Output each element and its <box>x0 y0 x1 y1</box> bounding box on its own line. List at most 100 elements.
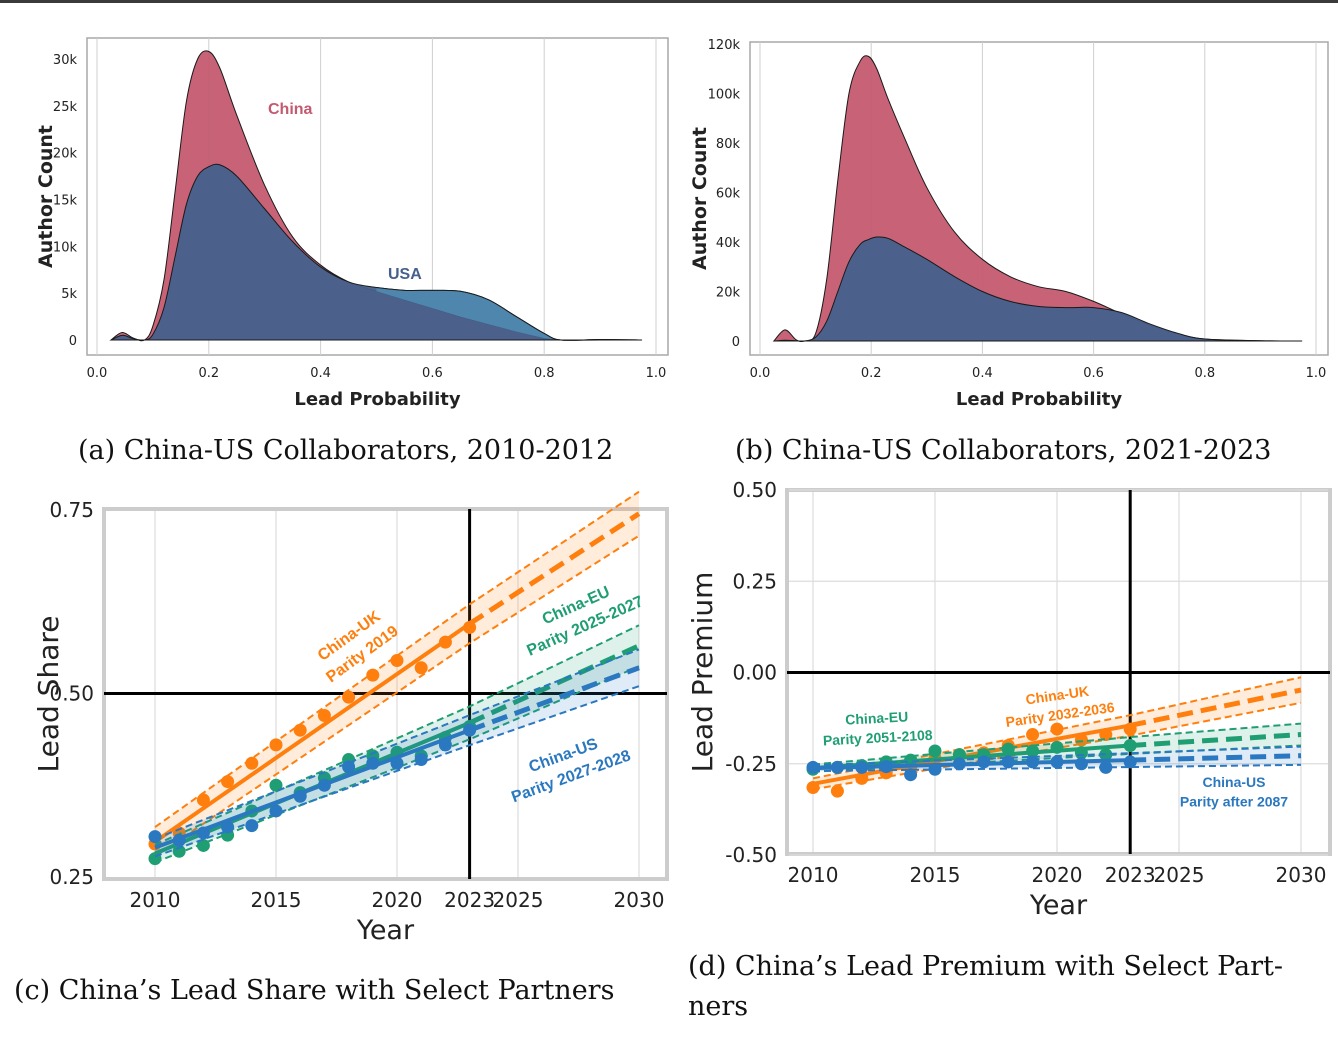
y-axis-label: Author Count <box>689 127 711 270</box>
data-point-china-eu <box>952 748 966 762</box>
ci-upper-china-uk <box>154 490 640 828</box>
data-point-china-eu <box>904 753 918 767</box>
y-tick-label: 20k <box>716 286 741 301</box>
data-point-china-eu <box>269 778 283 792</box>
data-point-china-eu <box>1050 740 1064 754</box>
data-point-china-uk <box>806 780 820 794</box>
data-point-china-us <box>1123 755 1137 769</box>
projection-line-china-uk <box>1129 687 1302 728</box>
data-point-china-uk <box>1099 728 1113 742</box>
x-tick-label: 0.4 <box>972 366 993 381</box>
data-point-china-uk <box>342 690 356 704</box>
data-point-china-us <box>317 778 331 792</box>
y-tick-label: 10k <box>53 240 78 255</box>
y-tick-label: -0.50 <box>725 843 777 867</box>
y-tick-label: 25k <box>53 100 78 115</box>
data-point-china-uk <box>390 653 404 667</box>
x-axis-label: Year <box>1029 890 1088 921</box>
data-point-china-us <box>806 760 820 774</box>
data-point-china-uk <box>317 709 331 723</box>
y-axis-label: Author Count <box>35 125 57 268</box>
annotation-usa: USA <box>388 266 422 283</box>
x-tick-label: 0.6 <box>422 366 443 381</box>
caption-d: (d) China’s Lead Premium with Select Par… <box>688 951 1284 982</box>
data-point-china-us <box>904 768 918 782</box>
data-point-china-us <box>1050 755 1064 769</box>
data-point-china-us <box>342 760 356 774</box>
chart-a: 0.0 0.2 0.4 0.6 0.8 1.0 0 5k 10k 15k 20k 25k 30k Chin… <box>35 37 669 410</box>
data-point-china-us <box>1074 757 1088 771</box>
density-area-usa <box>110 163 643 341</box>
data-point-china-us <box>463 723 477 737</box>
data-point-china-uk <box>221 775 235 789</box>
caption-d-line2: ners <box>688 991 749 1022</box>
data-point-china-uk <box>414 661 428 675</box>
x-axis-label: Lead Probability <box>294 389 460 410</box>
x-tick-label: 2023 <box>444 888 495 912</box>
y-axis-label: Lead Share <box>32 616 65 773</box>
y-tick-label: 80k <box>716 137 741 152</box>
y-tick-label: 40k <box>716 236 741 251</box>
y-tick-label: 0.75 <box>49 498 94 522</box>
ci-lower-china-eu <box>154 665 640 864</box>
ci-lower-china-uk <box>154 534 640 858</box>
y-tick-label: 30k <box>53 53 78 68</box>
plot-frame <box>749 41 1329 356</box>
ci-lower-china-uk <box>812 701 1302 791</box>
density-area-usa-excess <box>376 287 643 341</box>
data-point-china-uk <box>830 784 844 798</box>
x-tick-label: 0.0 <box>750 366 771 381</box>
annotation-china-eu: China-EUParity 2051-2108 <box>822 707 934 748</box>
y-tick-label: -0.25 <box>725 752 777 776</box>
data-point-china-us <box>366 756 380 770</box>
ci-lower-china-us <box>812 763 1302 773</box>
y-tick-label: 5k <box>61 287 77 302</box>
data-point-china-us <box>414 753 428 767</box>
data-point-china-uk <box>855 771 869 785</box>
ci-upper-china-uk <box>812 676 1302 780</box>
data-point-china-eu <box>928 744 942 758</box>
ci-upper-china-eu <box>812 722 1302 766</box>
data-point-china-eu <box>1026 744 1040 758</box>
x-tick-label: 2030 <box>1276 863 1327 887</box>
data-point-china-us <box>977 755 991 769</box>
ci-lower-china-us <box>154 685 640 858</box>
data-point-china-uk <box>1050 722 1064 736</box>
y-axis-label: Lead Premium <box>686 572 719 773</box>
x-tick-label: 2010 <box>130 888 181 912</box>
data-point-china-us <box>952 757 966 771</box>
x-tick-label: 2010 <box>788 863 839 887</box>
data-point-china-us <box>1026 755 1040 769</box>
projection-line-china-us <box>468 665 640 733</box>
annotation-china-us: China-US Parity after 2087 <box>1180 774 1288 810</box>
annotation-china: China <box>268 101 313 118</box>
x-tick-label: 0.6 <box>1083 366 1104 381</box>
data-point-china-us <box>245 819 259 833</box>
data-point-china-us <box>221 820 235 834</box>
projection-line-china-uk <box>468 511 641 626</box>
annotation-title: China-US <box>1203 774 1266 790</box>
projection-line-china-us <box>1130 753 1302 763</box>
projection-line-china-eu <box>1130 732 1302 748</box>
x-tick-label: 0.2 <box>861 366 882 381</box>
data-point-china-uk <box>1026 728 1040 742</box>
annotation-parity: Parity after 2087 <box>1180 794 1288 810</box>
y-tick-label: 0.50 <box>732 478 777 502</box>
data-point-china-eu <box>196 838 210 852</box>
ci-upper-china-us <box>154 648 640 840</box>
data-point-china-us <box>293 789 307 803</box>
data-point-china-eu <box>1123 739 1137 752</box>
chart-b: 0.0 0.2 0.4 0.6 0.8 1.0 0 20k 40k 60k 80k 100k 120k L… <box>689 38 1329 410</box>
x-tick-label: 1.0 <box>1306 366 1327 381</box>
plot-frame <box>86 37 669 356</box>
y-tick-label: 120k <box>708 38 741 53</box>
annotation-parity: Parity 2051-2108 <box>823 727 934 749</box>
caption-a: (a) China-US Collaborators, 2010-2012 <box>78 435 614 466</box>
x-tick-label: 2020 <box>1032 863 1083 887</box>
data-point-china-us <box>196 826 210 840</box>
y-tick-label: 0.25 <box>732 569 777 593</box>
fit-line-china-uk <box>153 622 471 844</box>
data-point-china-us <box>879 760 893 774</box>
x-axis-label: Lead Probability <box>956 389 1122 410</box>
